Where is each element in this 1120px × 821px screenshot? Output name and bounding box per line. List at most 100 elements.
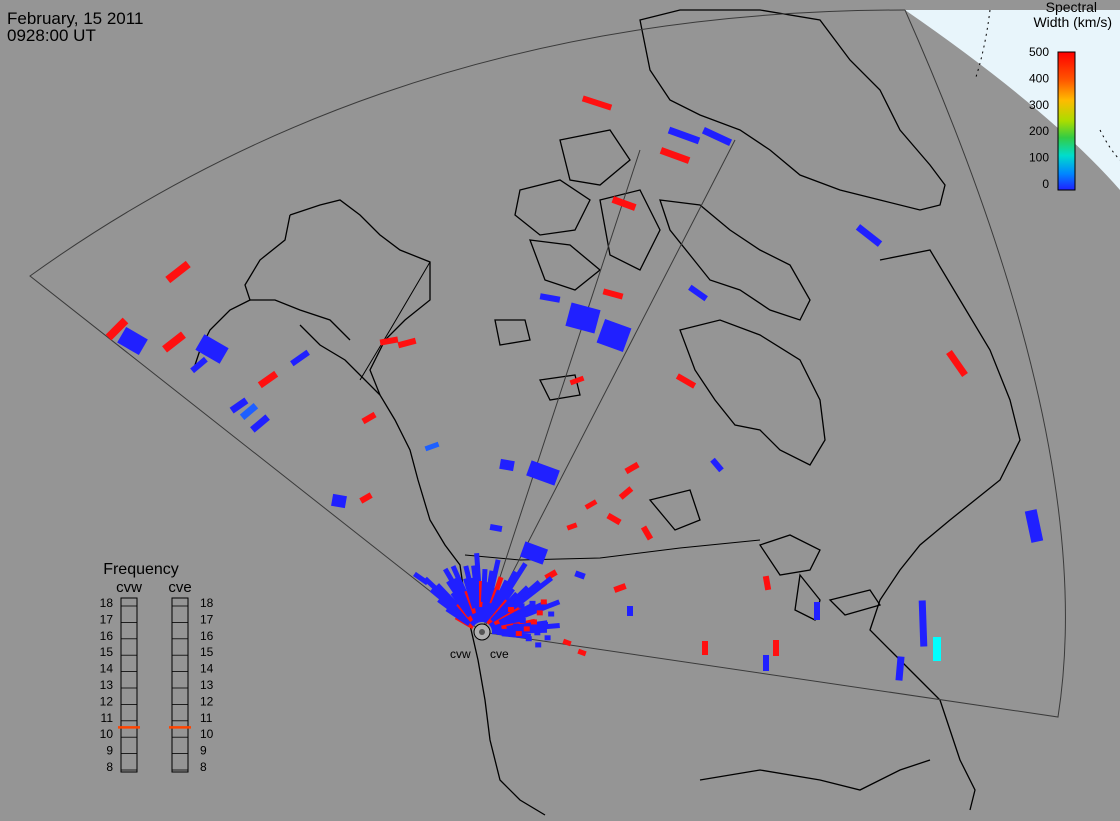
frequency-tick-label: 13: [200, 678, 214, 692]
near-radar-cell: [525, 636, 532, 642]
frequency-panel: Frequency cvw cve 1817161514131211109818…: [100, 561, 214, 774]
near-radar-cell: [536, 610, 543, 616]
polar-region: [905, 10, 1120, 190]
frequency-tick-label: 15: [100, 645, 114, 659]
legend-tick-label: 200: [1029, 124, 1049, 138]
spectral-width-legend: Spectral Width (km/s) 500 400 300 200 100 0: [1029, 0, 1112, 191]
scatter-cell: [257, 370, 279, 389]
backscatter-cells: [105, 95, 1044, 681]
legend-title-line2: Width (km/s): [1033, 14, 1112, 30]
legend-title-line1: Spectral: [1046, 0, 1097, 15]
near-radar-cell: [519, 618, 526, 624]
scatter-cell: [613, 583, 627, 593]
near-radar-cell: [529, 600, 536, 606]
near-radar-cell: [515, 631, 522, 637]
scatter-cell: [895, 656, 905, 681]
scatter-cell: [489, 524, 503, 532]
scatter-cell: [359, 492, 373, 504]
legend-ticks: 500 400 300 200 100 0: [1029, 45, 1049, 191]
scatter-cell: [814, 602, 820, 620]
scatter-cell: [763, 655, 769, 671]
frequency-bar-cve: [171, 597, 189, 773]
date-label: February, 15 2011: [7, 9, 144, 28]
scatter-cell: [627, 606, 633, 616]
legend-tick-label: 0: [1042, 177, 1049, 191]
scatter-cell: [331, 493, 347, 509]
frequency-bar-cvw: [120, 597, 138, 773]
time-label: 0928:00 UT: [7, 26, 96, 45]
scatter-cell: [117, 326, 148, 356]
frequency-tick-label: 14: [100, 662, 114, 676]
scatter-cell: [602, 288, 624, 300]
scatter-cell: [702, 641, 708, 655]
near-radar-cell: [525, 610, 532, 616]
latitude-dotted-line: [974, 9, 991, 81]
scatter-cell: [361, 411, 377, 425]
scatter-cell: [239, 403, 259, 420]
scatter-cell: [659, 147, 691, 164]
scatter-cell: [577, 648, 587, 657]
scatter-cell: [519, 541, 549, 565]
coastlines: [194, 9, 1021, 816]
frequency-tick-label: 9: [200, 744, 207, 758]
frequency-tick-label: 11: [101, 711, 114, 725]
fov-outline: [29, 9, 1066, 718]
scatter-cell: [606, 512, 622, 526]
near-radar-cell: [535, 642, 542, 648]
scatter-cell: [566, 522, 578, 531]
frequency-tick-label: 16: [100, 629, 114, 643]
scatter-cell: [675, 373, 697, 389]
radar-label-cve: cve: [490, 647, 509, 661]
frequency-tick-label: 17: [200, 612, 214, 626]
scatter-cell: [773, 640, 779, 656]
radar-site-center: [479, 629, 485, 635]
scatter-cell: [584, 499, 598, 510]
frequency-bars: 18 17 16 15 14 13 12 11 10 9 8 18 17 16 15 14 13 12 11 10 9 8: [100, 596, 214, 774]
scatter-cell: [688, 284, 708, 302]
frequency-tick-label: 12: [200, 694, 214, 708]
scatter-cell: [250, 414, 270, 433]
frequency-tick-label: 11: [200, 711, 213, 725]
frequency-title: Frequency: [103, 561, 179, 578]
near-radar-cell: [509, 599, 561, 624]
near-radar-cell: [507, 607, 514, 612]
near-radar-cell: [544, 635, 551, 641]
radar-label-cvw: cvw: [450, 647, 471, 661]
near-radar-cell: [548, 611, 555, 617]
legend-color-bar: [1057, 51, 1076, 191]
legend-tick-label: 500: [1029, 45, 1049, 59]
frequency-tick-label: 13: [100, 678, 114, 692]
scatter-cell: [569, 375, 585, 386]
scatter-cell: [710, 457, 724, 473]
scatter-cell: [596, 318, 632, 353]
scatter-cell: [762, 575, 772, 591]
near-radar-cell: [518, 603, 525, 609]
frequency-tick-label: 9: [106, 744, 113, 758]
frequency-label-cvw: cvw: [116, 579, 142, 596]
scatter-cell: [499, 458, 515, 472]
near-radar-cell: [540, 599, 547, 605]
scatter-cell: [290, 349, 310, 367]
scatter-cell: [565, 302, 601, 334]
scatter-cell: [946, 350, 968, 377]
near-radar-cell: [530, 619, 537, 625]
frequency-tick-label: 10: [200, 727, 214, 741]
scatter-cell: [611, 196, 637, 211]
frequency-tick-label: 17: [100, 612, 114, 626]
scatter-cell: [574, 570, 586, 580]
scatter-cell: [624, 461, 640, 475]
scatter-cell: [105, 317, 129, 341]
scatter-cell: [539, 293, 561, 303]
frequency-tick-label: 8: [200, 760, 207, 774]
frequency-tick-label: 14: [200, 662, 214, 676]
legend-tick-label: 300: [1029, 98, 1049, 112]
frequency-tick-label: 12: [100, 694, 114, 708]
scatter-cell: [544, 569, 558, 581]
scatter-cell: [190, 356, 208, 374]
scatter-cell: [424, 441, 440, 452]
scatter-cell: [162, 331, 186, 353]
scatter-cell: [379, 336, 399, 346]
near-radar-cell: [514, 611, 521, 617]
scatter-cell: [526, 460, 560, 486]
